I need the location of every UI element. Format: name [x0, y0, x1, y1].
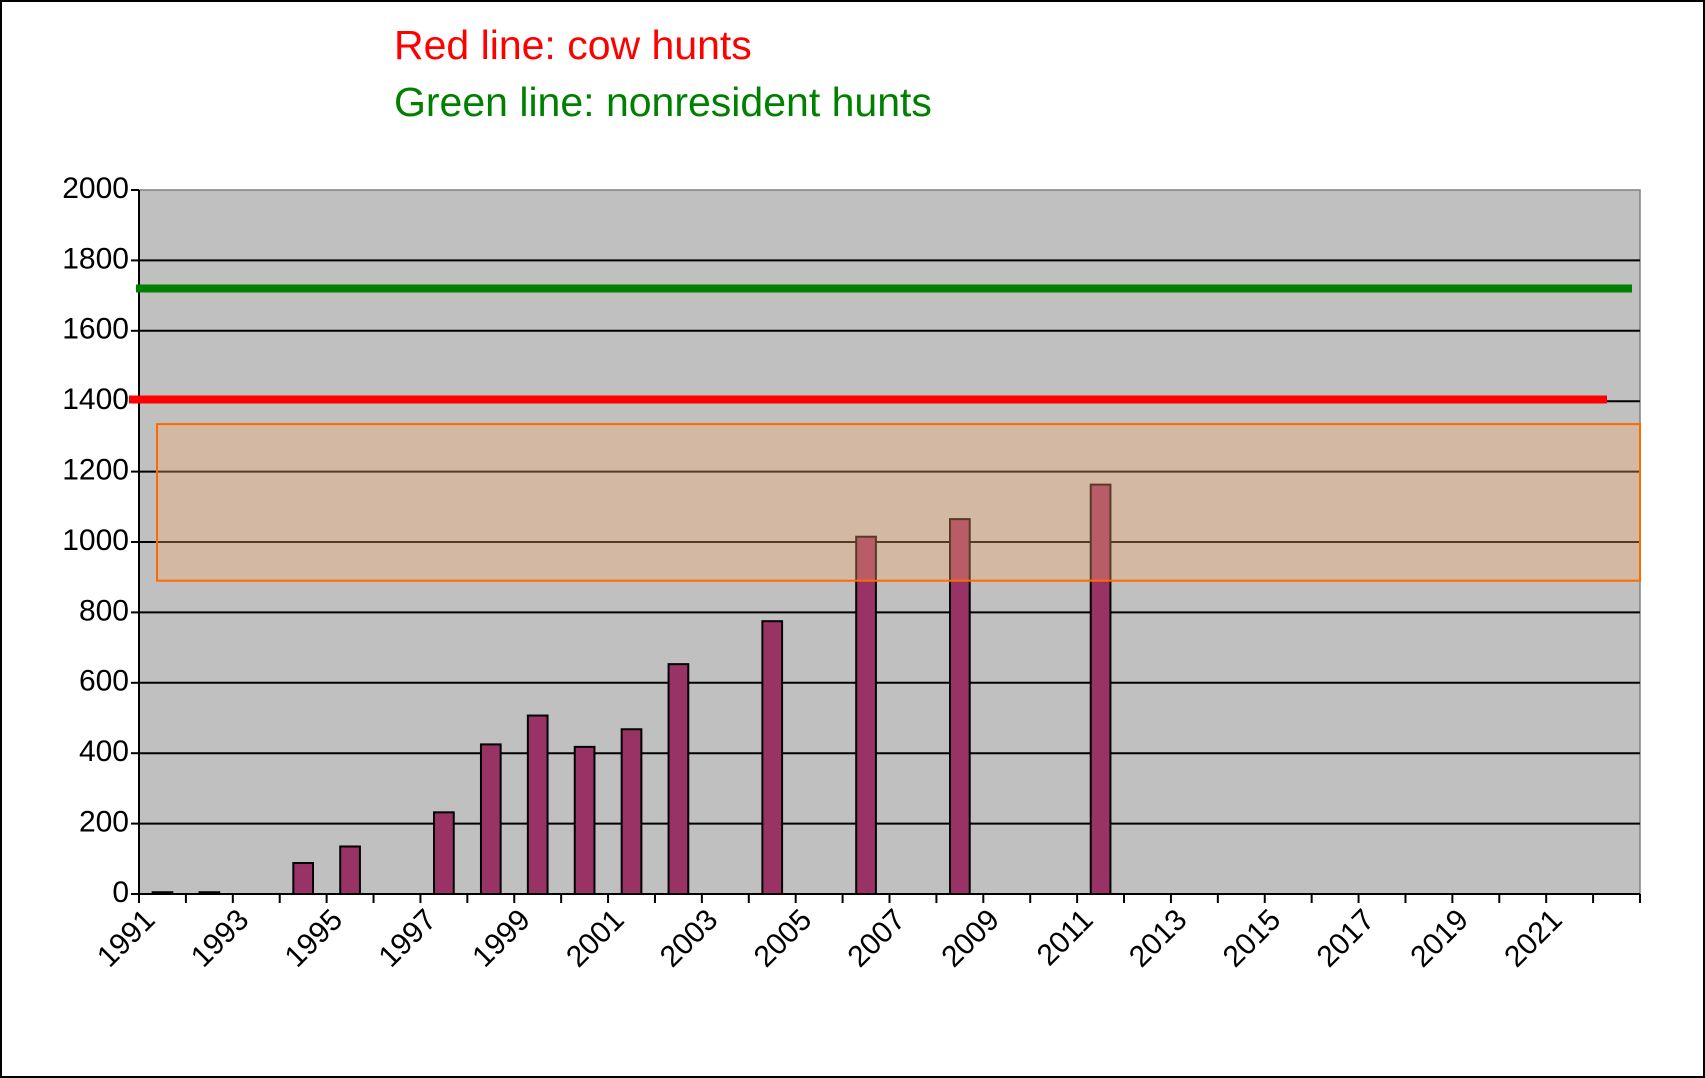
- bar: [855, 535, 877, 895]
- y-tick-label: 400: [79, 735, 129, 768]
- y-tick-label: 0: [112, 876, 129, 909]
- y-tick-label: 1000: [62, 524, 129, 557]
- bar: [433, 811, 455, 895]
- annotation: Green line: nonresident hunts: [394, 79, 932, 125]
- y-tick-label: 200: [79, 806, 129, 839]
- y-tick-label: 1400: [62, 383, 129, 416]
- annotation: Red line: cow hunts: [394, 22, 752, 68]
- y-tick-label: 2000: [62, 172, 129, 205]
- bar: [667, 663, 690, 895]
- bar: [573, 745, 596, 896]
- y-tick-label: 1600: [62, 313, 129, 346]
- bar: [339, 845, 361, 895]
- y-tick-label: 1200: [62, 454, 129, 487]
- bar: [526, 714, 549, 896]
- y-tick-label: 800: [79, 594, 129, 627]
- bar: [620, 728, 643, 895]
- y-tick-label: 1800: [62, 242, 129, 275]
- highlight-band: [156, 423, 1641, 582]
- y-tick-label: 600: [79, 665, 129, 698]
- bar: [761, 620, 784, 895]
- bar: [292, 862, 315, 895]
- bar: [479, 743, 502, 896]
